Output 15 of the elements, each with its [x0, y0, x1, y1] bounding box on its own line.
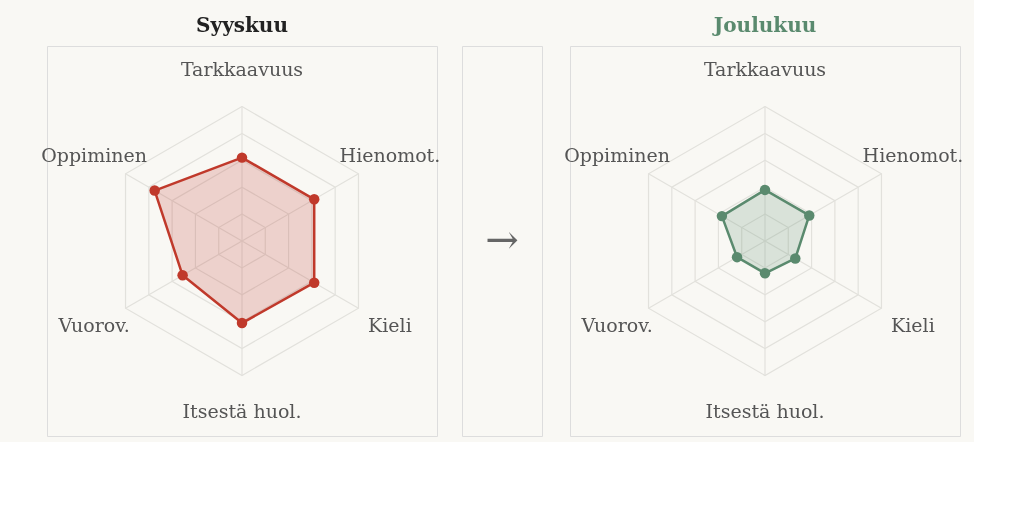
spoke-label: Tarkkaavuus: [180, 58, 304, 81]
spoke-label: Hienomot.: [339, 143, 441, 166]
text: →: [485, 216, 519, 262]
spoke-label: Hienomot.: [862, 143, 964, 166]
spoke-label: Kieli: [891, 314, 935, 337]
spoke-label: Itsestä huol.: [705, 399, 825, 422]
spoke-label: Oppiminen: [564, 143, 670, 166]
spoke-label: Tarkkaavuus: [703, 58, 827, 81]
chart-title: Joulukuu: [711, 13, 817, 37]
spoke-label: Itsestä huol.: [182, 399, 302, 422]
spoke-label: Vuorov.: [57, 314, 130, 337]
chart-title: Syyskuu: [196, 13, 288, 37]
spoke-label: Vuorov.: [580, 314, 653, 337]
spoke-label: Kieli: [368, 314, 412, 337]
spoke-label: Oppiminen: [41, 143, 147, 166]
